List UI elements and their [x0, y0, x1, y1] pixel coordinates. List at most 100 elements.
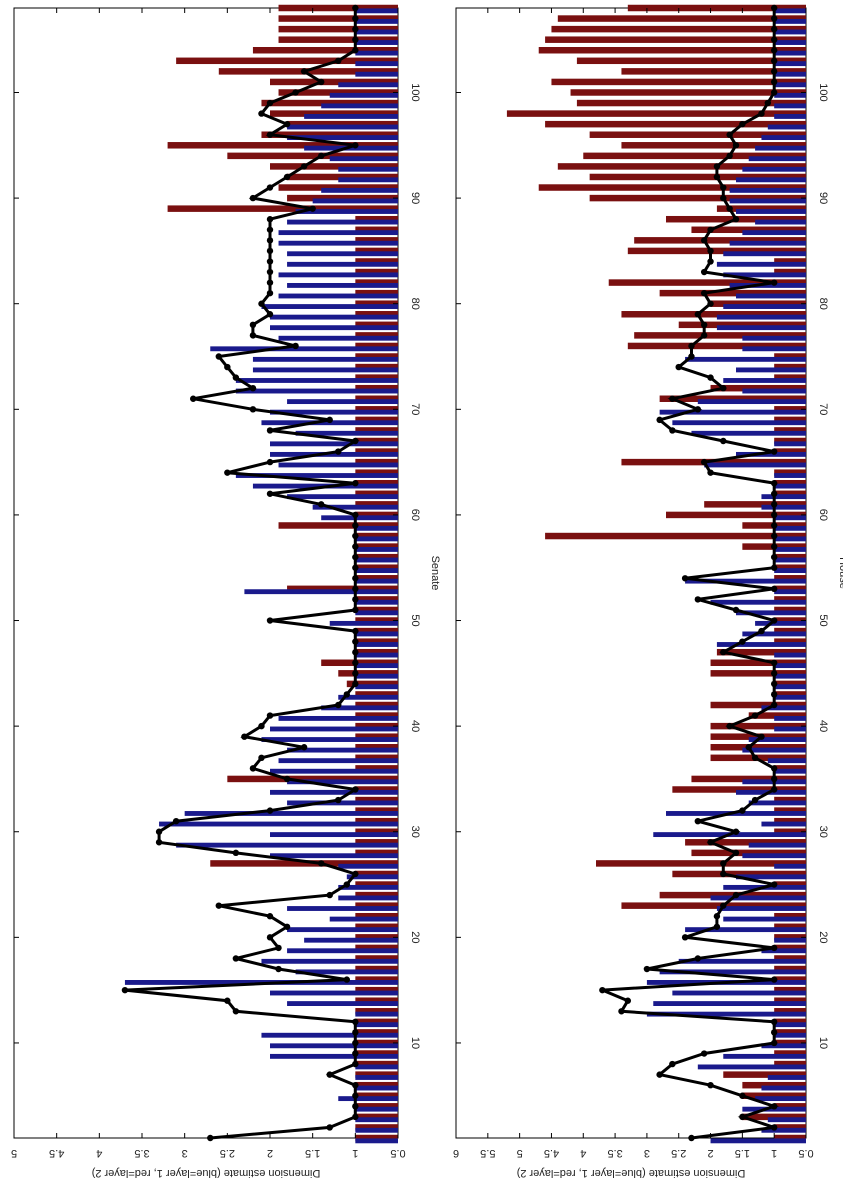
bar-layer1 [685, 578, 806, 584]
bar-layer2 [774, 437, 806, 445]
bar-layer2 [621, 311, 806, 318]
bar-layer1 [774, 525, 806, 531]
estimate-point [326, 1124, 333, 1131]
estimate-point [266, 226, 274, 233]
x-tick-label: 30 [409, 826, 421, 838]
estimate-point [770, 511, 778, 519]
estimate-point [266, 490, 274, 497]
estimate-point [266, 458, 274, 466]
estimate-point [707, 374, 714, 381]
bar-layer2 [270, 78, 398, 86]
estimate-point [318, 860, 325, 867]
bar-layer2 [710, 744, 806, 751]
y-tick-label: 3.5 [607, 1147, 622, 1159]
estimate-point [758, 110, 765, 117]
bar-layer1 [287, 747, 398, 753]
bar-layer1 [295, 430, 398, 436]
estimate-point [713, 923, 721, 930]
x-tick-label: 50 [409, 614, 421, 626]
bar-layer2 [551, 25, 806, 33]
bar-layer2 [355, 1103, 398, 1110]
y-tick-label: 1 [352, 1147, 358, 1159]
bar-layer2 [355, 712, 398, 719]
bar-layer2 [355, 321, 398, 329]
estimate-point [758, 627, 765, 635]
estimate-point [266, 247, 274, 255]
bar-layer1 [355, 578, 398, 584]
bar-layer2 [338, 670, 398, 677]
estimate-point [343, 976, 350, 983]
estimate-point [713, 913, 721, 920]
bar-layer1 [774, 8, 806, 14]
estimate-point [352, 638, 359, 645]
estimate-point [326, 1071, 333, 1078]
bar-layer2 [621, 68, 806, 75]
bar-layer2 [355, 458, 398, 466]
bar-layer1 [278, 293, 398, 299]
bar-layer1 [723, 378, 806, 383]
bar-layer2 [355, 638, 398, 645]
estimate-point [352, 1113, 359, 1121]
bar-layer1 [355, 8, 398, 14]
estimate-point [352, 511, 359, 519]
estimate-point [770, 976, 778, 983]
bar-layer2 [261, 99, 398, 107]
estimate-point [352, 480, 359, 487]
bar-layer2 [355, 532, 398, 540]
estimate-point [292, 342, 299, 350]
estimate-point [190, 395, 197, 402]
estimate-point [770, 36, 778, 43]
bar-layer2 [774, 881, 806, 888]
estimate-point [266, 913, 274, 920]
bar-layer2 [355, 733, 398, 740]
estimate-point [770, 585, 778, 593]
bar-layer2 [774, 596, 806, 603]
estimate-point [266, 237, 274, 244]
bar-layer2 [551, 78, 806, 86]
bar-layer2 [355, 986, 398, 994]
bar-layer1 [774, 547, 806, 552]
estimate-point [352, 1039, 359, 1047]
estimate-point [352, 585, 359, 593]
bar-layer1 [295, 969, 398, 975]
estimate-point [770, 279, 778, 286]
estimate-point [707, 247, 714, 255]
bar-layer1 [774, 863, 806, 869]
bar-layer2 [355, 955, 398, 962]
bar-layer1 [685, 927, 806, 933]
bar-layer1 [184, 811, 398, 816]
bar-layer1 [736, 874, 806, 880]
bar-layer1 [729, 240, 806, 246]
estimate-point [669, 1060, 676, 1068]
bar-layer2 [710, 670, 806, 677]
bar-layer1 [761, 1127, 806, 1133]
bar-layer2 [355, 490, 398, 498]
bar-layer1 [736, 610, 806, 616]
bar-layer1 [774, 694, 806, 700]
bar-layer1 [774, 673, 806, 679]
bar-layer2 [278, 522, 398, 529]
bar-layer1 [338, 884, 398, 890]
estimate-point [770, 701, 778, 709]
bar-layer2 [774, 796, 806, 804]
bar-layer2 [627, 342, 806, 350]
bar-layer1 [761, 705, 806, 711]
bar-layer1 [355, 673, 398, 679]
bar-layer2 [748, 712, 806, 719]
estimate-point [751, 796, 759, 804]
bar-layer2 [355, 279, 398, 286]
bar-layer2 [355, 353, 398, 360]
bar-layer1 [774, 1022, 806, 1028]
estimate-point [352, 437, 359, 445]
bar-layer1 [672, 990, 806, 996]
bar-layer2 [742, 1081, 806, 1089]
bar-layer1 [287, 906, 398, 911]
bar-layer1 [355, 547, 398, 552]
x-axis-label: Senate [429, 556, 441, 591]
bar-layer1 [685, 356, 806, 362]
bar-layer2 [608, 279, 806, 286]
estimate-point [707, 469, 714, 476]
bar-layer1 [672, 420, 806, 426]
bar-layer2 [355, 606, 398, 614]
bar-layer2 [355, 849, 398, 857]
